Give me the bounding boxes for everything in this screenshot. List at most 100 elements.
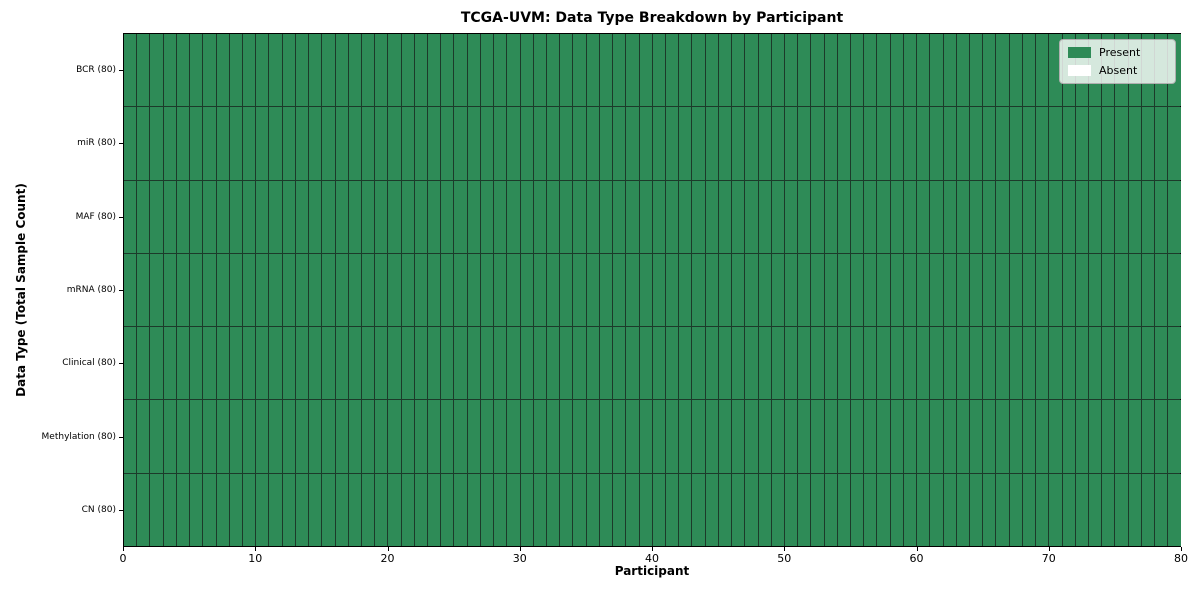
heatmap-cell xyxy=(268,34,282,107)
heatmap-cell xyxy=(506,107,520,180)
heatmap-cell xyxy=(889,107,903,180)
heatmap-cell xyxy=(281,473,295,546)
heatmap-cell xyxy=(228,473,242,546)
heatmap-cell xyxy=(1035,180,1049,253)
heatmap-cell xyxy=(1008,107,1022,180)
heatmap-cell xyxy=(1154,327,1168,400)
heatmap-cell xyxy=(638,327,652,400)
heatmap-cell xyxy=(136,473,150,546)
heatmap-cell xyxy=(836,180,851,253)
heatmap-cell xyxy=(1074,180,1088,253)
heatmap-cell xyxy=(427,400,441,473)
heatmap-cell xyxy=(228,107,242,180)
heatmap-cell xyxy=(955,327,969,400)
heatmap-cell xyxy=(598,180,613,253)
x-tick-mark xyxy=(1181,547,1182,551)
heatmap-cell xyxy=(585,473,599,546)
heatmap-cell xyxy=(955,400,969,473)
y-tick-label: BCR (80) xyxy=(76,64,116,75)
heatmap-cell xyxy=(215,400,229,473)
heatmap-cell xyxy=(1048,180,1062,253)
heatmap-cell xyxy=(308,253,322,327)
heatmap-cell xyxy=(334,34,348,107)
heatmap-cell xyxy=(149,327,163,400)
heatmap-cell xyxy=(691,327,705,400)
heatmap-cell xyxy=(717,34,732,107)
heatmap-cell xyxy=(638,107,652,180)
heatmap-cell xyxy=(255,327,269,400)
heatmap-cell xyxy=(215,253,229,327)
heatmap-cell xyxy=(162,473,176,546)
heatmap-cell xyxy=(189,473,203,546)
heatmap-cell xyxy=(413,473,428,546)
heatmap-cell xyxy=(836,34,851,107)
heatmap-cell xyxy=(942,400,956,473)
heatmap-cell xyxy=(757,327,771,400)
heatmap-cell xyxy=(1061,327,1075,400)
heatmap-cell xyxy=(1087,107,1102,180)
heatmap-cell xyxy=(704,180,718,253)
x-tick-mark xyxy=(784,547,786,551)
heatmap-cell xyxy=(916,253,930,327)
x-tick-mark xyxy=(519,547,521,551)
heatmap-cell xyxy=(202,400,216,473)
heatmap-cell xyxy=(876,473,890,546)
heatmap-cell xyxy=(1114,180,1128,253)
heatmap-cell xyxy=(770,327,784,400)
heatmap-cell xyxy=(612,327,626,400)
heatmap-cell xyxy=(651,253,665,327)
heatmap-cell xyxy=(1140,107,1155,180)
heatmap-cell xyxy=(1127,107,1141,180)
y-tick-mark xyxy=(119,436,123,438)
heatmap-cell xyxy=(585,400,599,473)
heatmap-cell xyxy=(612,253,626,327)
heatmap-cell xyxy=(995,473,1009,546)
heatmap-cell xyxy=(850,107,864,180)
heatmap-cell xyxy=(532,400,546,473)
heatmap-cell xyxy=(202,327,216,400)
heatmap-cell xyxy=(889,327,903,400)
heatmap-cell xyxy=(704,34,718,107)
heatmap-cell xyxy=(876,253,890,327)
y-tick-label: mRNA (80) xyxy=(66,285,116,295)
heatmap-cell xyxy=(1008,473,1022,546)
x-tick-label: 70 xyxy=(1041,552,1056,565)
heatmap-cell xyxy=(585,34,599,107)
heatmap-cell xyxy=(453,253,467,327)
heatmap-cell xyxy=(1021,34,1036,107)
heatmap-cell xyxy=(625,253,639,327)
heatmap-cell xyxy=(982,107,996,180)
heatmap-cell xyxy=(770,253,784,327)
heatmap-cell xyxy=(189,107,203,180)
heatmap-cell xyxy=(664,253,679,327)
heatmap-cell xyxy=(202,34,216,107)
heatmap-cell xyxy=(546,473,560,546)
heatmap-cell xyxy=(228,180,242,253)
legend: Present Absent xyxy=(1059,39,1176,84)
heatmap-cell xyxy=(598,400,613,473)
heatmap-cell xyxy=(638,400,652,473)
heatmap-cell xyxy=(1035,253,1049,327)
heatmap-cell xyxy=(162,34,176,107)
heatmap-cell xyxy=(215,180,229,253)
heatmap-cell xyxy=(1048,327,1062,400)
heatmap-cell xyxy=(1021,107,1036,180)
heatmap-cell xyxy=(136,400,150,473)
heatmap-cell xyxy=(1087,253,1102,327)
heatmap-cell xyxy=(1114,107,1128,180)
heatmap-cell xyxy=(995,327,1009,400)
heatmap-cell xyxy=(1140,180,1155,253)
heatmap-cell xyxy=(308,327,322,400)
heatmap-cell xyxy=(929,473,943,546)
heatmap-cell xyxy=(228,327,242,400)
heatmap-cell xyxy=(175,327,190,400)
heatmap-cell xyxy=(215,34,229,107)
heatmap-row xyxy=(124,472,1181,546)
heatmap-cell xyxy=(360,34,375,107)
heatmap-cell xyxy=(124,253,137,327)
heatmap-cell xyxy=(308,107,322,180)
heatmap-cell xyxy=(902,327,917,400)
heatmap-cell xyxy=(268,180,282,253)
heatmap-cell xyxy=(427,327,441,400)
heatmap-cell xyxy=(413,107,428,180)
